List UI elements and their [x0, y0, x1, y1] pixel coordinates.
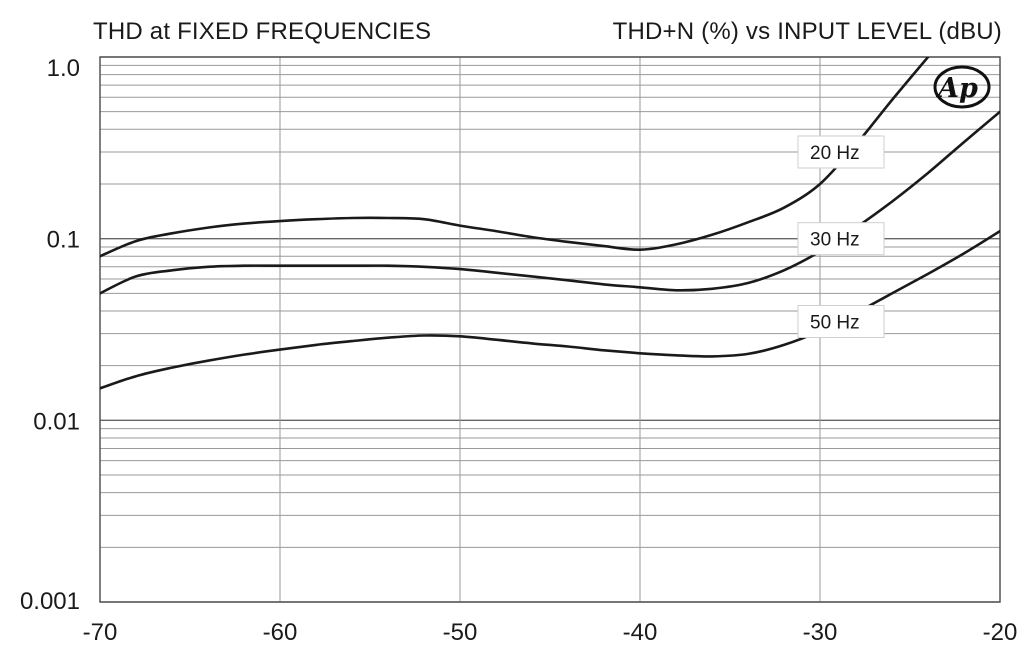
- series-label-box: [797, 222, 885, 256]
- series-label-50-hz: 50 Hz: [810, 312, 860, 333]
- series-label-30-hz: 30 Hz: [810, 230, 860, 251]
- ap-logo: Ap: [933, 65, 991, 109]
- ap-logo-ring: [933, 65, 991, 109]
- y-tick-label: 0.001: [20, 588, 80, 615]
- series-label-box: [797, 135, 885, 169]
- x-tick-label: -50: [443, 619, 478, 646]
- x-tick-label: -60: [263, 619, 298, 646]
- chart-subtitle: THD+N (%) vs INPUT LEVEL (dBU): [612, 18, 1002, 45]
- y-tick-label: 1.0: [47, 55, 80, 82]
- series-label-box: [797, 304, 885, 338]
- y-tick-label: 0.01: [33, 408, 80, 435]
- x-tick-label: -30: [803, 619, 838, 646]
- grid: [99, 56, 1001, 603]
- x-tick-label: -40: [623, 619, 658, 646]
- chart-title: THD at FIXED FREQUENCIES: [93, 18, 432, 45]
- ap-logo-text: Ap: [935, 73, 978, 104]
- x-tick-label: -70: [83, 619, 118, 646]
- series-labels: 20 Hz 30 Hz 50 Hz: [797, 135, 885, 338]
- series-line-20-hz: [100, 57, 930, 258]
- plot-frame: [99, 56, 1001, 603]
- series-label-20-hz: 20 Hz: [810, 143, 860, 164]
- x-tick-label: -20: [983, 619, 1018, 646]
- y-tick-label: 0.1: [47, 227, 80, 254]
- tick-labels: -70 -60 -50 -40 -30 -20 1.0 0.1 0.01 0.001: [20, 55, 1017, 646]
